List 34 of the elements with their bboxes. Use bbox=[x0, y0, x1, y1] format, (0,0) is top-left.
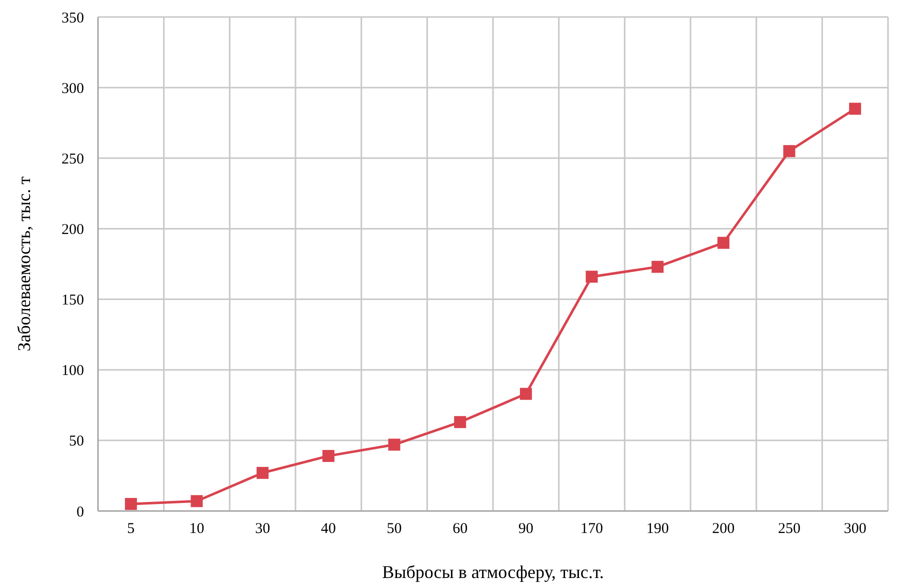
x-tick-label: 190 bbox=[646, 521, 669, 537]
x-tick-label: 200 bbox=[712, 521, 735, 537]
point bbox=[388, 438, 400, 451]
x-tick-label: 300 bbox=[844, 521, 866, 537]
point bbox=[652, 260, 664, 273]
y-tick-label: 50 bbox=[69, 434, 84, 450]
point bbox=[454, 416, 466, 428]
x-tick-label: 40 bbox=[320, 521, 336, 537]
y-axis-title: Заболеваемость, тыс. т bbox=[14, 176, 34, 352]
x-tick-label: 10 bbox=[189, 521, 204, 537]
x-tick-label: 60 bbox=[452, 521, 468, 537]
x-tick-label: 170 bbox=[580, 521, 603, 537]
point bbox=[717, 236, 730, 249]
y-tick-label: 150 bbox=[62, 292, 84, 309]
y-tick-label: 200 bbox=[62, 222, 84, 238]
point bbox=[190, 495, 203, 508]
x-tick-label: 250 bbox=[778, 521, 800, 537]
point bbox=[124, 498, 137, 510]
point bbox=[586, 270, 598, 283]
point bbox=[520, 388, 532, 400]
x-tick-label: 5 bbox=[127, 521, 135, 537]
x-tick-label: 90 bbox=[518, 521, 534, 537]
point bbox=[256, 466, 269, 479]
y-tick-label: 100 bbox=[62, 363, 84, 380]
y-tick-label: 300 bbox=[62, 80, 84, 97]
point bbox=[849, 102, 862, 115]
y-tick-label: 0 bbox=[76, 504, 84, 520]
x-tick-label: 50 bbox=[386, 521, 402, 537]
x-axis-title: Выбросы в атмосферу, тыс.т. bbox=[382, 562, 604, 582]
point bbox=[783, 145, 796, 158]
y-tick-label: 250 bbox=[62, 151, 84, 168]
point bbox=[322, 450, 334, 462]
y-tick-label: 350 bbox=[62, 10, 84, 26]
x-tick-label: 30 bbox=[255, 521, 270, 537]
